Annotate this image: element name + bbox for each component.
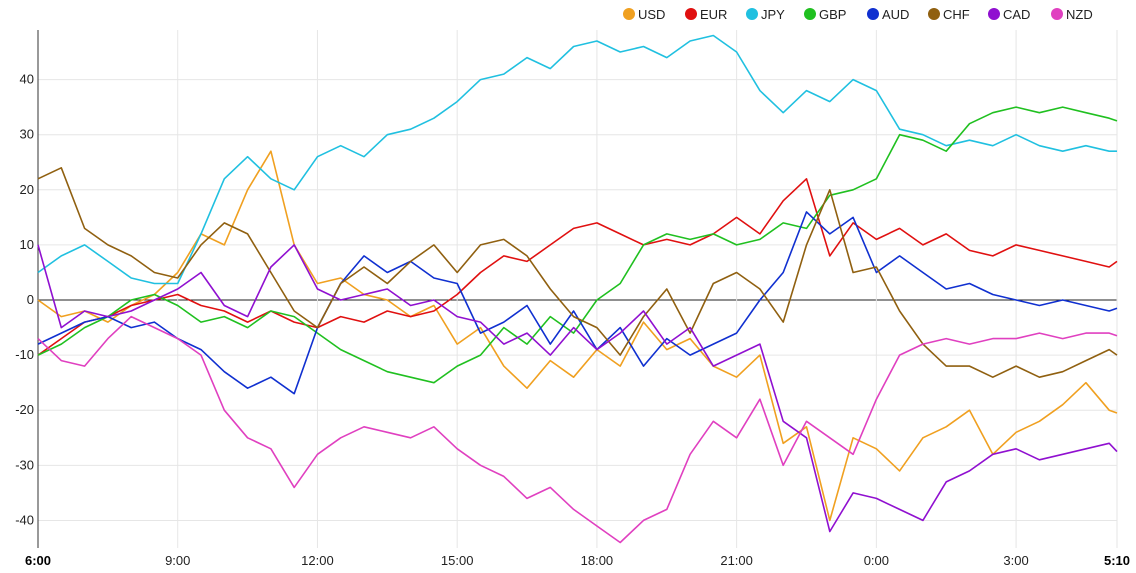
legend-label: CHF [943, 7, 970, 22]
legend-swatch-icon [928, 8, 940, 20]
series-line-eur [37, 178, 1118, 356]
legend-item-aud[interactable]: AUD [867, 7, 909, 22]
x-tick-label: 6:00 [25, 553, 51, 568]
legend-item-usd[interactable]: USD [623, 7, 665, 22]
legend-item-chf[interactable]: CHF [928, 7, 970, 22]
legend-label: USD [638, 7, 665, 22]
y-tick-label: 30 [20, 127, 34, 142]
x-tick-label: 5:10 [1104, 553, 1130, 568]
y-tick-label: 0 [27, 292, 34, 307]
legend-swatch-icon [867, 8, 879, 20]
series-line-nzd [37, 315, 1118, 544]
legend-item-eur[interactable]: EUR [685, 7, 727, 22]
legend-swatch-icon [623, 8, 635, 20]
series-line-aud [37, 211, 1118, 395]
x-tick-label: 3:00 [1003, 553, 1028, 568]
legend-swatch-icon [804, 8, 816, 20]
grid [37, 30, 1118, 548]
legend-swatch-icon [685, 8, 697, 20]
legend-label: EUR [700, 7, 727, 22]
x-tick-label: 0:00 [864, 553, 889, 568]
x-tick-label: 18:00 [581, 553, 614, 568]
legend-swatch-icon [988, 8, 1000, 20]
x-tick-label: 9:00 [165, 553, 190, 568]
legend: USD EUR JPY GBP AUD CHF CAD NZD [623, 7, 1093, 22]
legend-label: NZD [1066, 7, 1093, 22]
series-line-gbp [37, 106, 1118, 384]
legend-label: CAD [1003, 7, 1030, 22]
series-line-chf [37, 167, 1118, 379]
legend-label: JPY [761, 7, 785, 22]
y-tick-label: -40 [15, 512, 34, 527]
y-tick-label: -10 [15, 347, 34, 362]
y-tick-label: 10 [20, 237, 34, 252]
y-tick-label: -20 [15, 402, 34, 417]
x-tick-label: 21:00 [720, 553, 753, 568]
x-tick-label: 12:00 [301, 553, 334, 568]
x-tick-label: 15:00 [441, 553, 474, 568]
legend-label: GBP [819, 7, 846, 22]
series-lines [37, 34, 1118, 544]
axes: 40 30 20 10 0 -10 -20 -30 -40 6:00 9:00 12:00 15:00 1… [15, 30, 1130, 568]
y-tick-label: 40 [20, 72, 34, 87]
legend-item-jpy[interactable]: JPY [746, 7, 785, 22]
y-tick-label: 20 [20, 182, 34, 197]
legend-swatch-icon [746, 8, 758, 20]
legend-swatch-icon [1051, 8, 1063, 20]
legend-label: AUD [882, 7, 909, 22]
legend-item-nzd[interactable]: NZD [1051, 7, 1093, 22]
legend-item-gbp[interactable]: GBP [804, 7, 846, 22]
legend-item-cad[interactable]: CAD [988, 7, 1030, 22]
series-line-usd [37, 150, 1118, 522]
series-line-cad [37, 244, 1118, 533]
series-line-jpy [37, 34, 1117, 285]
y-tick-label: -30 [15, 457, 34, 472]
